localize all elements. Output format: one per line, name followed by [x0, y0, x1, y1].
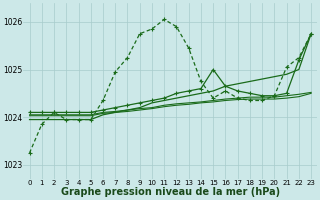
X-axis label: Graphe pression niveau de la mer (hPa): Graphe pression niveau de la mer (hPa) — [61, 187, 280, 197]
